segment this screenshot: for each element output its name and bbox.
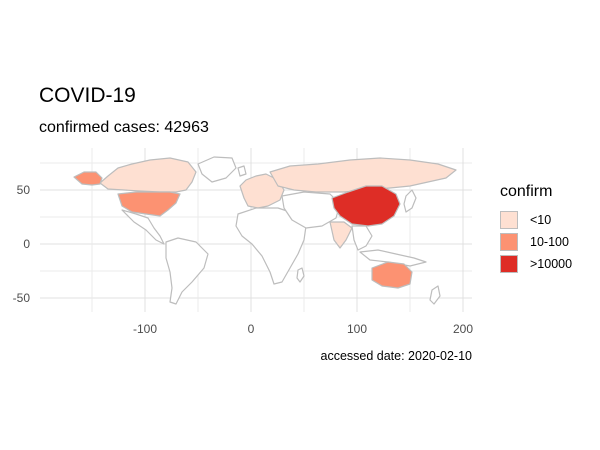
mexico-central-america — [121, 209, 165, 245]
middle-east-central-asia — [281, 191, 341, 229]
usa — [117, 191, 181, 217]
legend-label: <10 — [530, 213, 552, 227]
india — [329, 221, 353, 249]
accessed-date-caption: accessed date: 2020-02-10 — [320, 349, 473, 363]
y-tick-label: 0 — [23, 237, 30, 251]
new-zealand — [429, 285, 441, 305]
australia — [371, 261, 413, 289]
y-tick-label: -50 — [13, 291, 31, 305]
russia — [269, 157, 457, 193]
alaska — [73, 171, 103, 186]
legend: confirm <10 10-100 >10000 — [500, 183, 572, 275]
canada — [99, 157, 197, 193]
legend-item: 10-100 — [500, 231, 572, 253]
china — [331, 185, 401, 227]
europe — [239, 173, 285, 209]
legend-item: <10 — [500, 209, 572, 231]
x-tick-label: -100 — [133, 322, 157, 336]
x-tick-label: 200 — [453, 322, 473, 336]
legend-label: 10-100 — [530, 235, 569, 249]
japan — [403, 189, 417, 213]
legend-item: >10000 — [500, 253, 572, 275]
southeast-asia — [351, 225, 373, 251]
legend-label: >10000 — [530, 257, 573, 271]
y-axis-ticks: -50 0 50 — [13, 183, 31, 305]
south-america — [165, 237, 209, 305]
madagascar — [296, 267, 305, 283]
legend-swatch — [500, 211, 518, 229]
x-tick-label: 100 — [347, 322, 367, 336]
map-subtitle: confirmed cases: 42963 — [39, 119, 209, 136]
x-tick-label: 0 — [248, 322, 255, 336]
x-axis-ticks: -100 0 100 200 — [133, 322, 473, 336]
indonesia — [359, 249, 427, 267]
map-title: COVID-19 — [39, 84, 136, 107]
legend-title: confirm — [500, 183, 553, 200]
legend-swatch — [500, 255, 518, 273]
land — [73, 156, 457, 305]
legend-swatch — [500, 233, 518, 251]
y-tick-label: 50 — [17, 183, 31, 197]
greenland — [197, 156, 237, 183]
uk-iceland — [237, 165, 247, 177]
